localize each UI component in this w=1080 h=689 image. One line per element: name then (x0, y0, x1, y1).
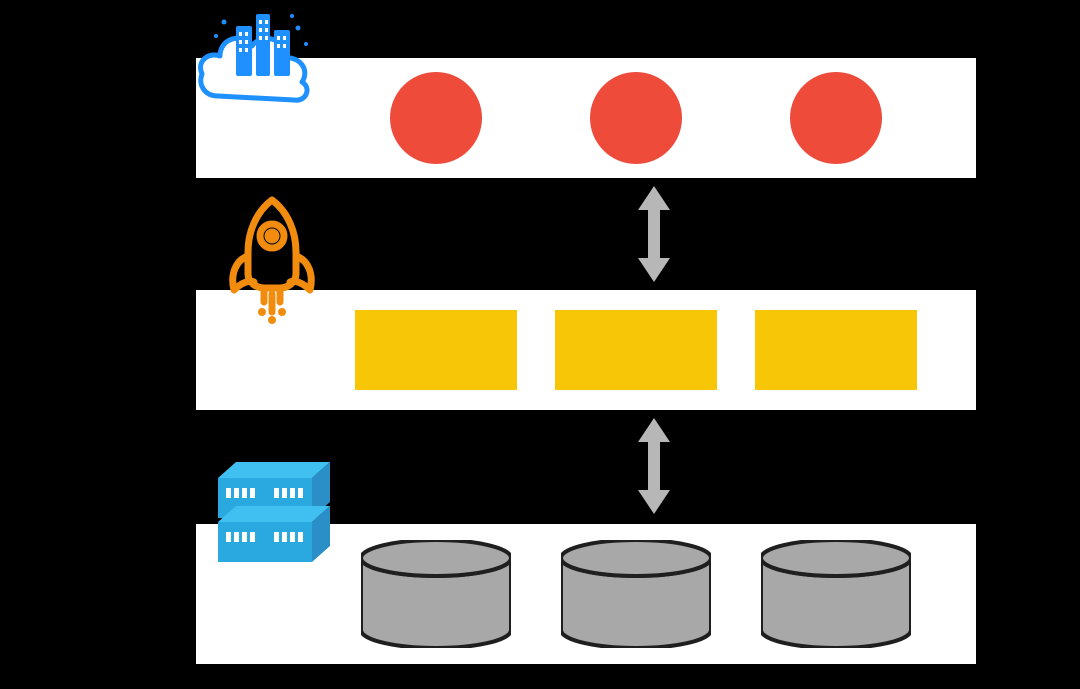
storage-cylinder (561, 540, 711, 648)
storage-cylinder (361, 540, 511, 648)
compute-node (755, 310, 917, 390)
bidirectional-arrow-icon (634, 418, 674, 514)
app-node (790, 72, 882, 164)
app-node (590, 72, 682, 164)
bidirectional-arrow-icon (634, 186, 674, 282)
compute-node (355, 310, 517, 390)
app-node (390, 72, 482, 164)
server-icon (218, 454, 330, 574)
rocket-icon (222, 194, 322, 324)
cloud-buildings-icon (198, 8, 318, 116)
compute-node (555, 310, 717, 390)
storage-cylinder (761, 540, 911, 648)
